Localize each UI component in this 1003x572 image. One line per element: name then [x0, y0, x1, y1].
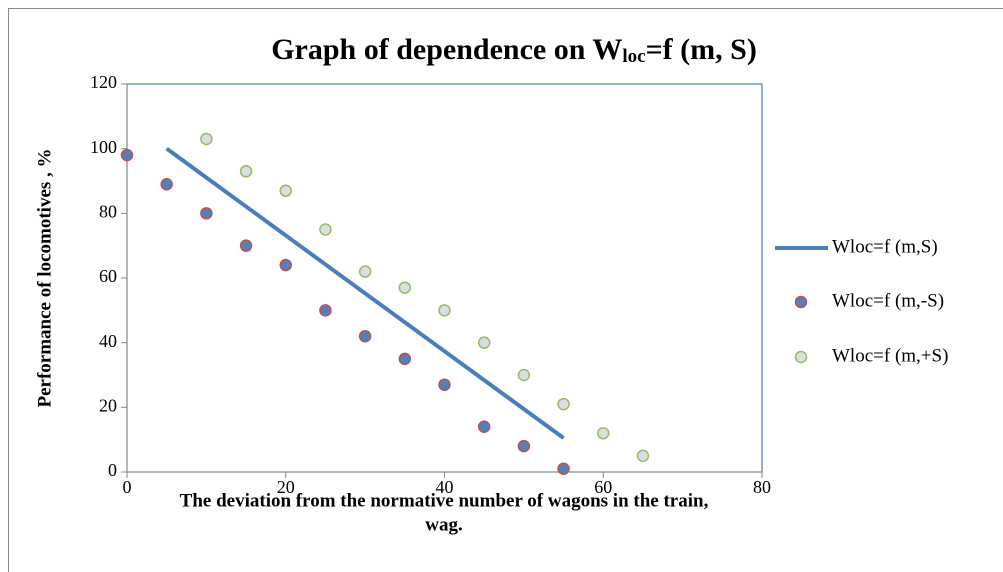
- legend-marker: [794, 295, 808, 309]
- marker: [398, 281, 412, 294]
- y-tick-label: 60: [99, 266, 117, 286]
- marker: [597, 426, 610, 440]
- marker: [319, 223, 332, 236]
- marker: [477, 420, 491, 433]
- y-tick-label: 20: [99, 395, 117, 415]
- marker: [358, 329, 372, 343]
- marker: [398, 352, 412, 366]
- y-tick-label: 0: [108, 460, 117, 480]
- chart-border: [8, 8, 1003, 572]
- marker: [438, 378, 451, 391]
- marker: [557, 462, 570, 476]
- marker: [279, 258, 292, 272]
- marker: [160, 177, 173, 191]
- marker: [636, 449, 650, 463]
- x-axis-label: wag.: [425, 514, 462, 535]
- marker: [200, 132, 213, 146]
- marker: [438, 304, 451, 317]
- legend-marker: [794, 350, 808, 364]
- y-axis-label: Performance of locomotives , %: [34, 148, 55, 407]
- marker: [279, 184, 292, 197]
- legend-label: Wloc=f (m,+S): [832, 345, 948, 366]
- marker: [239, 165, 253, 178]
- marker: [239, 239, 253, 252]
- x-axis-label: The deviation from the normative number …: [180, 490, 709, 511]
- legend-label: Wloc=f (m,S): [832, 236, 938, 257]
- x-tick-label: 60: [594, 477, 612, 497]
- marker: [517, 368, 531, 382]
- legend-label: Wloc=f (m,-S): [832, 290, 944, 311]
- y-tick-label: 80: [99, 201, 117, 221]
- marker: [200, 207, 213, 220]
- marker: [477, 336, 491, 349]
- title-part: =f (m, S): [646, 33, 757, 66]
- title-subscript: loc: [622, 46, 645, 67]
- chart-title: Graph of dependence on Wloc=f (m, S): [271, 33, 757, 67]
- x-tick-label: 40: [436, 477, 454, 497]
- x-tick-label: 0: [123, 477, 132, 497]
- title-part: Graph of dependence on W: [271, 33, 622, 66]
- marker: [319, 304, 332, 317]
- marker: [517, 439, 531, 453]
- y-tick-label: 100: [90, 137, 117, 157]
- marker: [120, 148, 134, 162]
- marker: [557, 397, 570, 411]
- y-tick-label: 40: [99, 331, 117, 351]
- x-tick-label: 20: [277, 477, 295, 497]
- series-line: [165, 147, 565, 440]
- marker: [358, 265, 372, 278]
- x-tick-label: 80: [753, 477, 771, 497]
- y-tick-label: 120: [90, 72, 117, 92]
